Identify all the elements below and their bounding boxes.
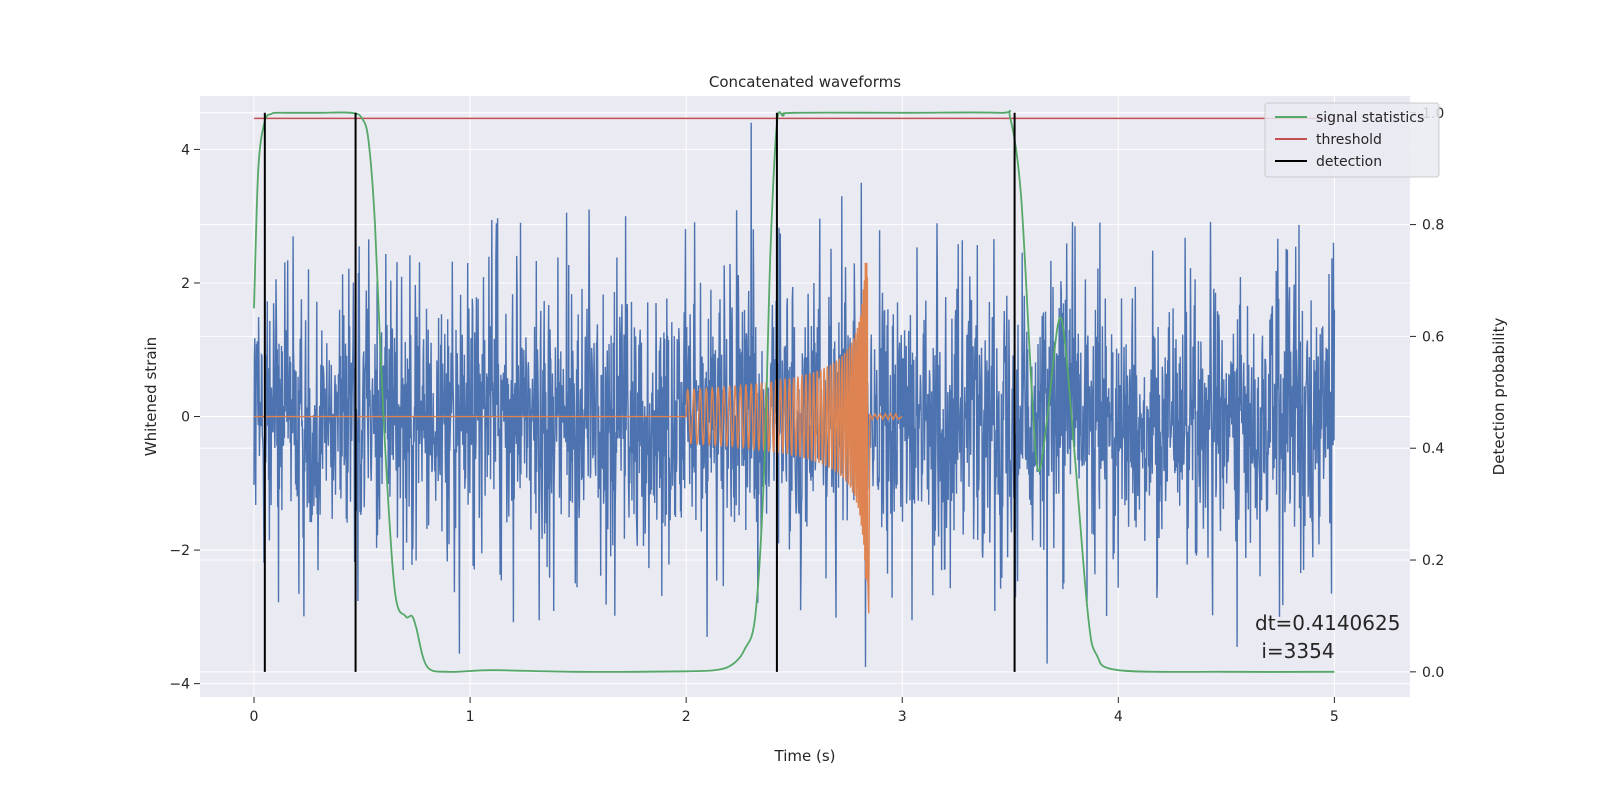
- x-tick-label: 0: [250, 709, 259, 725]
- x-tick-label: 3: [898, 709, 907, 725]
- y-tick-label: 4: [181, 142, 190, 158]
- y2-tick-label: 0.8: [1422, 218, 1444, 234]
- x-tick-label: 2: [682, 709, 691, 725]
- y2-axis-label: Detection probability: [1490, 318, 1508, 476]
- annotation-line: i=3354: [1255, 639, 1335, 663]
- legend-label: signal statistics: [1316, 110, 1424, 126]
- y-tick-label: 0: [181, 410, 190, 426]
- annotation-line: dt=0.4140625: [1255, 611, 1400, 635]
- y2-tick-label: 0.0: [1422, 665, 1444, 681]
- legend-label: threshold: [1316, 132, 1382, 148]
- annotation-text: dt=0.4140625 i=3354: [1255, 611, 1400, 663]
- x-axis-label: Time (s): [774, 747, 836, 765]
- signal-statistics-line: [253, 109, 1335, 673]
- legend: signal statistics threshold detection: [1264, 102, 1440, 178]
- chart-title: Concatenated waveforms: [709, 73, 901, 91]
- y2-tick-label: 0.4: [1422, 441, 1444, 457]
- x-tick-label: 5: [1330, 709, 1339, 725]
- legend-box: [1264, 102, 1440, 178]
- x-tick-label: 1: [466, 709, 475, 725]
- y-tick-label: −4: [169, 677, 190, 693]
- y2-tick-label: 0.6: [1422, 329, 1444, 345]
- legend-label: detection: [1316, 154, 1382, 170]
- y2-tick-label: 0.2: [1422, 553, 1444, 569]
- x-tick-label: 4: [1114, 709, 1123, 725]
- y-tick-label: −2: [169, 543, 190, 559]
- y-axis-label: Whitened strain: [142, 337, 160, 456]
- y-tick-label: 2: [181, 276, 190, 292]
